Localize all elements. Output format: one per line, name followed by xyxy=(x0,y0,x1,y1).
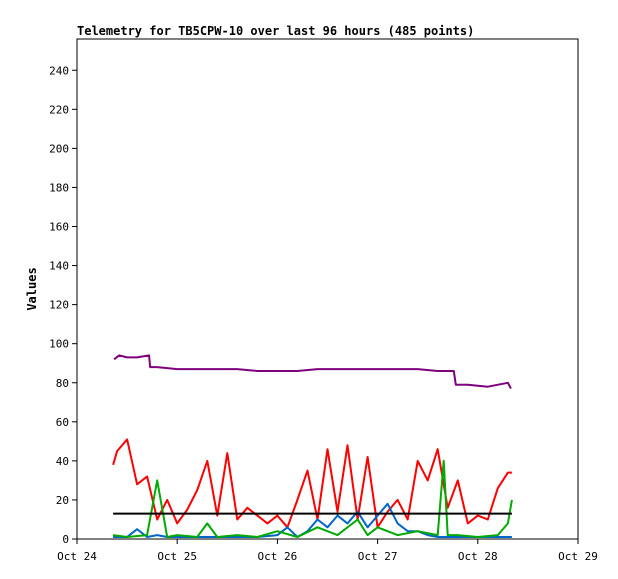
y-tick-label: 180 xyxy=(49,181,69,194)
series-line-0 xyxy=(113,354,512,390)
series-line-3 xyxy=(112,459,513,538)
y-tick-label: 120 xyxy=(49,299,69,312)
x-tick-label: Oct 29 xyxy=(558,550,598,563)
x-axis: Oct 24 Oct 25 Oct 26 Oct 27 Oct 28 Oct 29 xyxy=(57,539,598,563)
series-line-1 xyxy=(112,438,512,529)
y-tick-label: 40 xyxy=(56,455,69,468)
y-tick-label: 220 xyxy=(49,103,69,116)
x-tick-label: Oct 27 xyxy=(358,550,398,563)
y-tick-label: 80 xyxy=(56,377,69,390)
chart-title: Telemetry for TB5CPW-10 over last 96 hou… xyxy=(77,24,474,38)
y-tick-label: 20 xyxy=(56,494,69,507)
y-axis: 0 20 40 60 80 100 120 140 160 180 200 220 240 xyxy=(49,64,77,546)
series-layer xyxy=(112,354,513,538)
x-tick-label: Oct 28 xyxy=(458,550,498,563)
x-tick-label: Oct 24 xyxy=(57,550,97,563)
y-tick-label: 200 xyxy=(49,142,69,155)
y-tick-label: 160 xyxy=(49,221,69,234)
y-tick-label: 60 xyxy=(56,416,69,429)
y-tick-label: 240 xyxy=(49,64,69,77)
y-tick-label: 0 xyxy=(62,533,69,546)
y-tick-label: 140 xyxy=(49,260,69,273)
plot-area xyxy=(76,38,579,540)
x-tick-label: Oct 25 xyxy=(157,550,197,563)
y-axis-label: Values xyxy=(25,267,39,310)
series-line-2 xyxy=(113,502,512,538)
x-tick-label: Oct 26 xyxy=(258,550,298,563)
y-tick-label: 100 xyxy=(49,338,69,351)
